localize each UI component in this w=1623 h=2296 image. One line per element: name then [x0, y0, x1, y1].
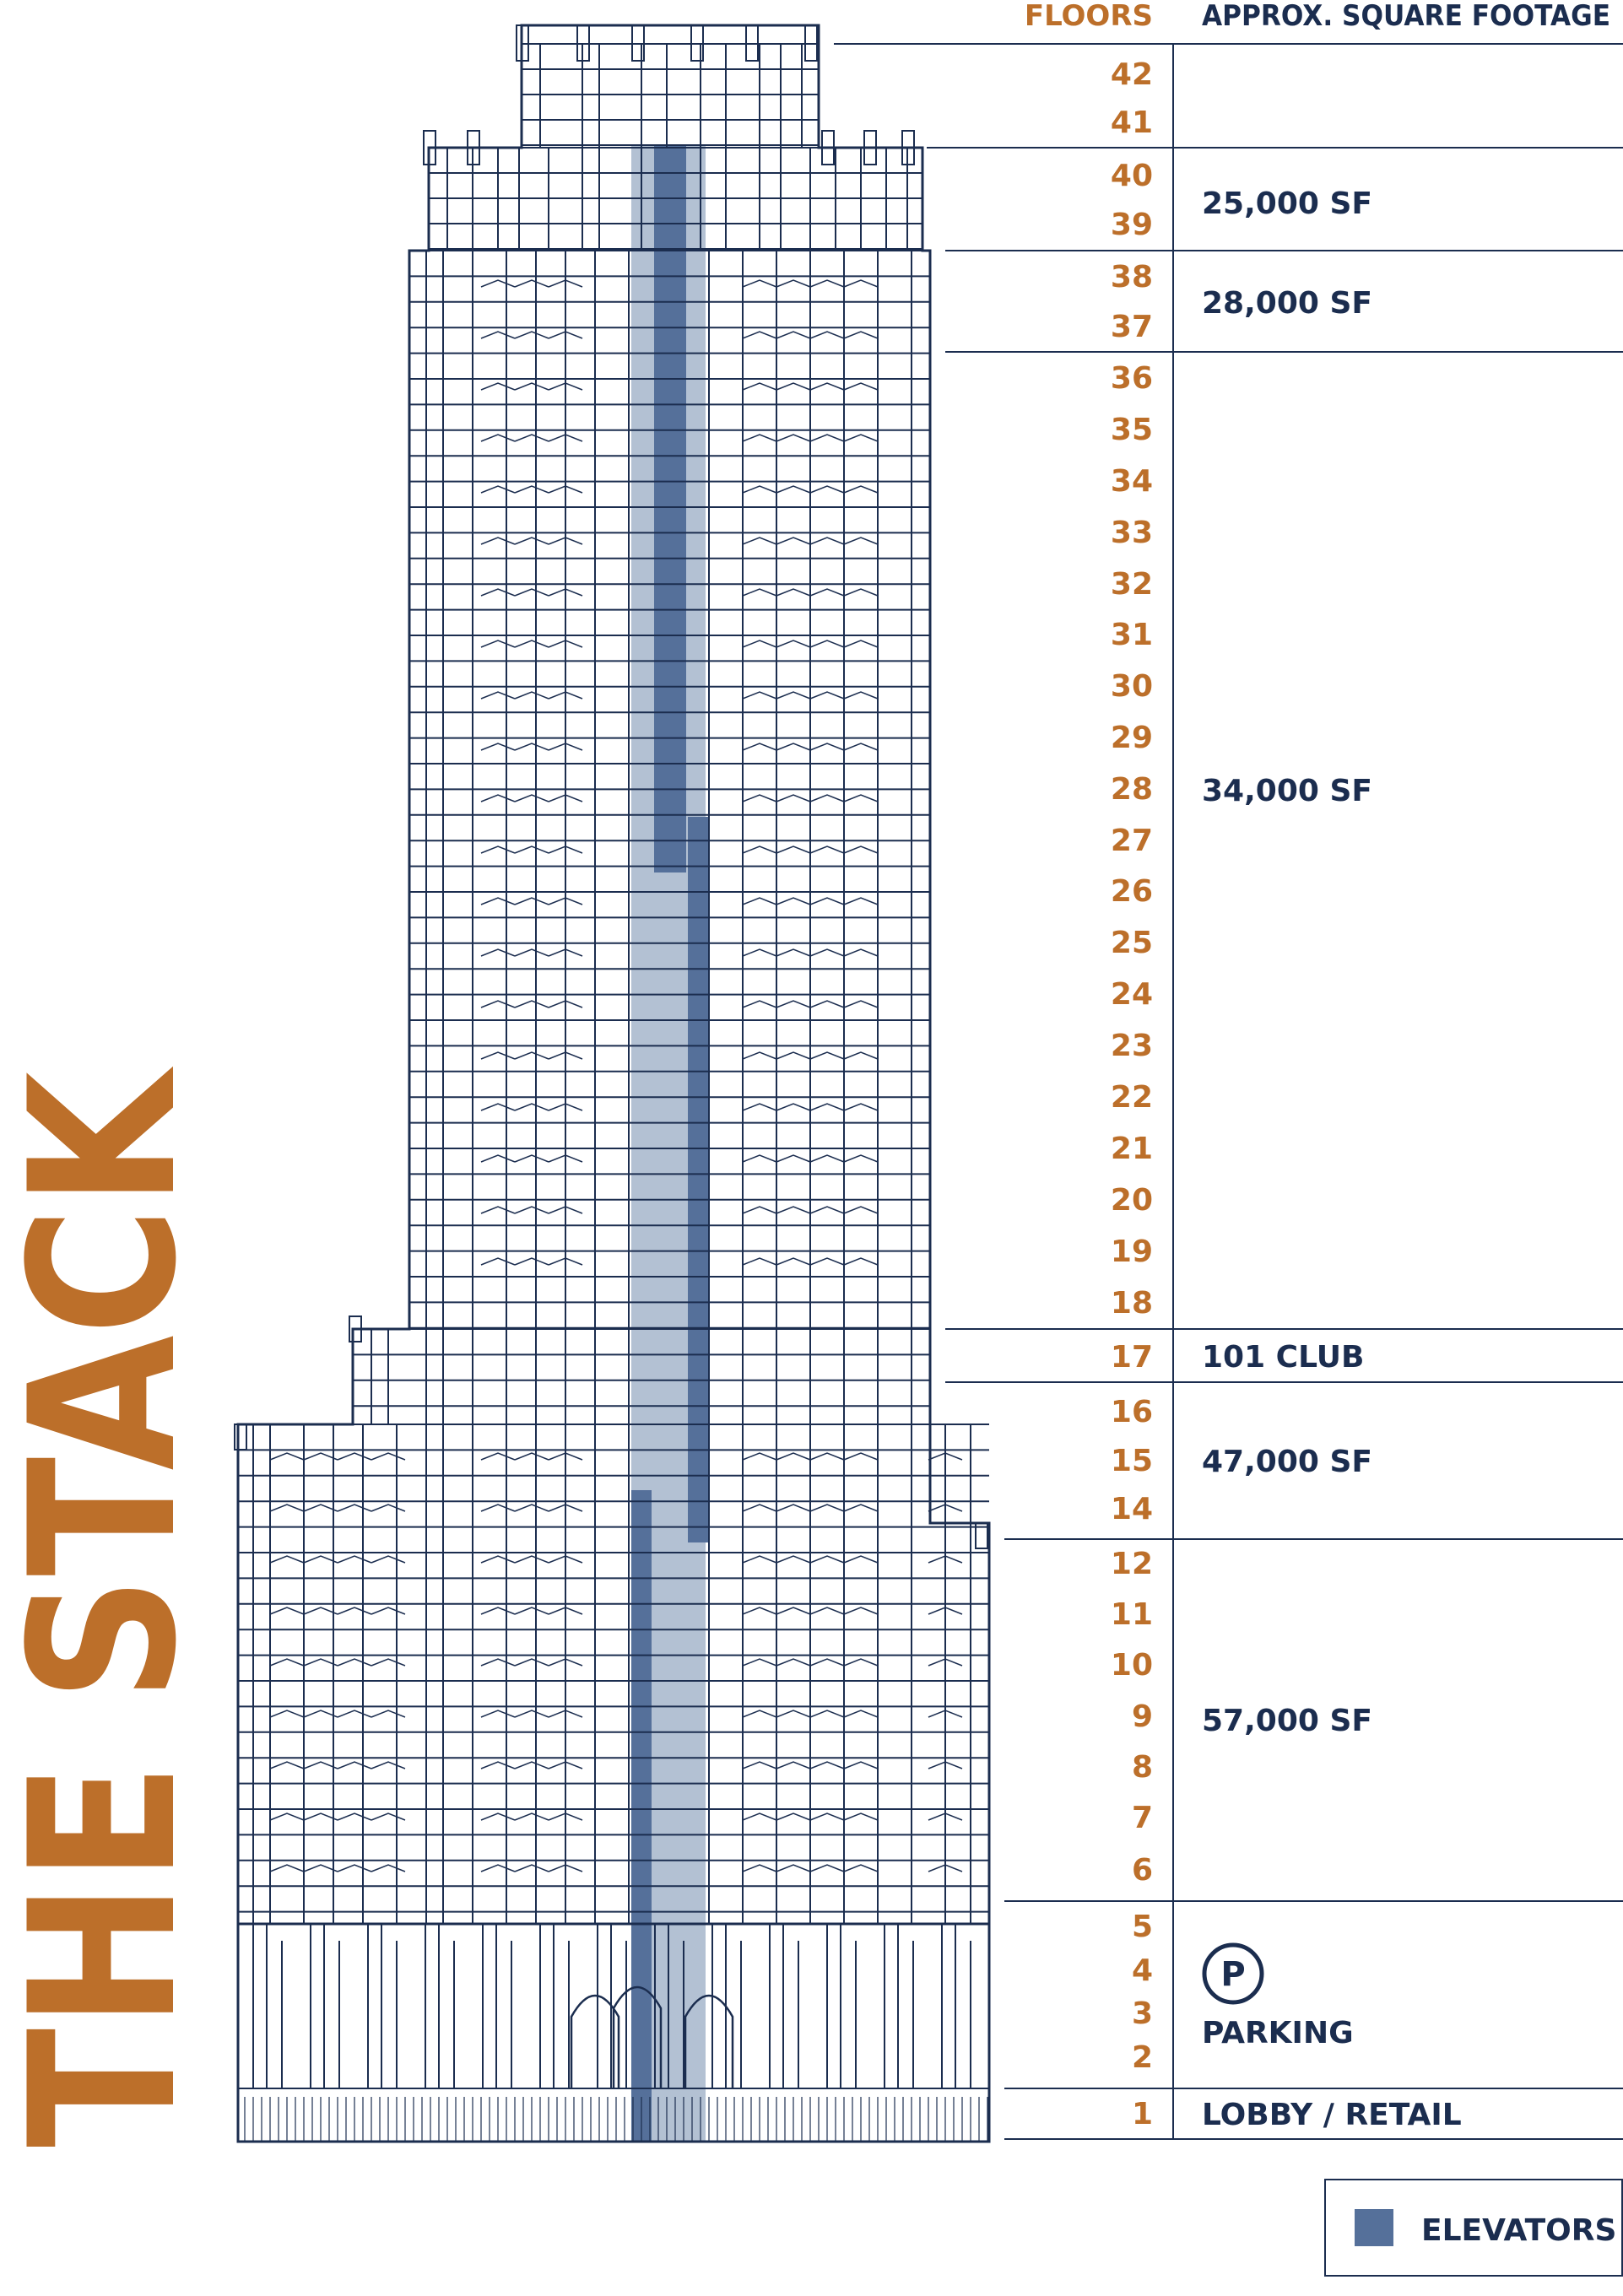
floor-number: 23 [1111, 1029, 1153, 1063]
floor-number: 9 [1132, 1699, 1153, 1734]
section-label-40-39: 25,000 SF [1202, 186, 1372, 221]
section-label-lobby: LOBBY / RETAIL [1202, 2098, 1462, 2132]
floor-number: 10 [1111, 1648, 1153, 1683]
floor-number: 21 [1111, 1132, 1153, 1166]
floor-number: 41 [1111, 105, 1153, 140]
floor-number: 14 [1111, 1492, 1153, 1526]
floor-number: 11 [1111, 1597, 1153, 1632]
floor-number: 7 [1132, 1801, 1153, 1835]
floor-number: 40 [1111, 159, 1153, 193]
section-label-16-14: 47,000 SF [1202, 1445, 1372, 1479]
floor-number: 37 [1111, 310, 1153, 344]
floor-number: 2 [1132, 2040, 1153, 2075]
floor-number: 1 [1132, 2097, 1153, 2131]
floor-number: 20 [1111, 1183, 1153, 1218]
floor-number: 16 [1111, 1395, 1153, 1429]
floor-number: 12 [1111, 1547, 1153, 1581]
floor-number: 4 [1132, 1953, 1153, 1988]
section-label-12-6: 57,000 SF [1202, 1704, 1372, 1738]
floor-number: 15 [1111, 1444, 1153, 1478]
floor-numbers: 4241403938373635343332313029282726252423… [1111, 57, 1153, 2131]
floor-number: 17 [1111, 1340, 1153, 1375]
floor-number: 39 [1111, 208, 1153, 242]
floor-number: 5 [1132, 1910, 1153, 1944]
floor-number: 29 [1111, 721, 1153, 755]
floor-number: 6 [1132, 1853, 1153, 1888]
section-label-17: 101 CLUB [1202, 1340, 1364, 1375]
legend-label: ELEVATORS [1421, 2213, 1616, 2248]
floor-number: 18 [1111, 1286, 1153, 1321]
legend: ELEVATORS [1324, 2179, 1623, 2277]
sqft-header: APPROX. SQUARE FOOTAGE [1202, 0, 1610, 33]
section-label-parking: PARKING [1202, 2016, 1354, 2050]
section-labels: 25,000 SF 28,000 SF 34,000 SF 101 CLUB 4… [1202, 186, 1462, 2132]
floor-number: 8 [1132, 1750, 1153, 1785]
floor-number: 28 [1111, 772, 1153, 807]
elevator-shaft-middle [688, 817, 710, 1542]
floor-number: 27 [1111, 824, 1153, 858]
elevator-swatch [1355, 2209, 1393, 2246]
floor-number: 3 [1132, 1996, 1153, 2031]
floor-number: 24 [1111, 977, 1153, 1012]
floor-number: 38 [1111, 260, 1153, 294]
floor-number: 32 [1111, 567, 1153, 602]
floor-number: 33 [1111, 516, 1153, 550]
floor-number: 31 [1111, 618, 1153, 652]
table-lines [834, 43, 1623, 2140]
floors-header: FLOORS [1025, 0, 1153, 33]
floor-number: 30 [1111, 669, 1153, 704]
elevator-shaft-lower [631, 1490, 652, 2142]
building-elevation [234, 24, 991, 2143]
floor-number: 34 [1111, 464, 1153, 499]
parking-icon: P [1202, 1942, 1264, 2005]
floor-number: 35 [1111, 413, 1153, 447]
legend-box [1324, 2179, 1623, 2277]
floor-number: 19 [1111, 1234, 1153, 1269]
parking-icon-letter: P [1220, 1955, 1245, 1994]
page-title: THE STACK [0, 1066, 221, 2147]
section-label-36-18: 34,000 SF [1202, 774, 1372, 808]
floor-number: 26 [1111, 874, 1153, 909]
floor-number: 42 [1111, 57, 1153, 92]
floor-number: 36 [1111, 361, 1153, 396]
elevator-shaft-upper [654, 145, 686, 872]
floor-number: 22 [1111, 1080, 1153, 1115]
floor-number: 25 [1111, 926, 1153, 960]
section-label-38-37: 28,000 SF [1202, 286, 1372, 321]
